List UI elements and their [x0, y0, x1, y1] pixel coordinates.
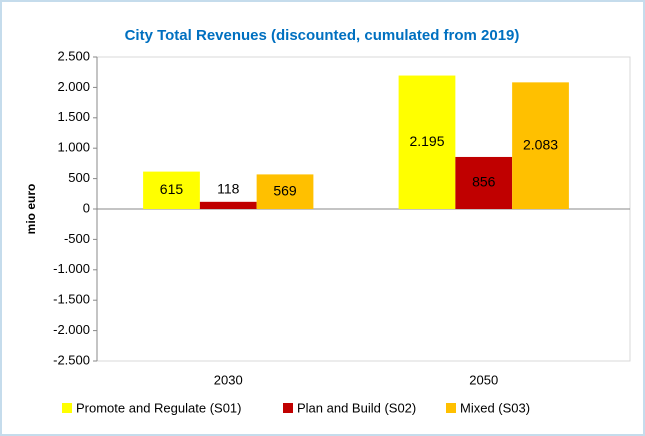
y-tick-label: -2.000	[53, 322, 90, 337]
y-tick-label: 500	[68, 170, 90, 185]
bar	[199, 201, 257, 209]
legend-label: Mixed (S03)	[460, 400, 530, 415]
y-tick-label: -500	[64, 231, 90, 246]
chart-title: City Total Revenues (discounted, cumulat…	[125, 27, 520, 44]
bar	[256, 174, 314, 209]
y-tick-label: 2.000	[57, 79, 90, 94]
y-tick-label: -1.000	[53, 261, 90, 276]
y-tick-label: 0	[83, 200, 90, 215]
y-tick-label: -1.500	[53, 292, 90, 307]
legend-label: Promote and Regulate (S01)	[76, 400, 241, 415]
data-label: 2.083	[523, 136, 558, 152]
legend-swatch	[62, 403, 72, 413]
data-label: 118	[217, 181, 240, 197]
data-label: 856	[472, 174, 496, 190]
x-tick-label: 2050	[469, 372, 498, 387]
y-axis-label: mio euro	[24, 184, 38, 235]
x-tick-label: 2030	[214, 372, 243, 387]
bar	[143, 171, 200, 209]
bar	[512, 82, 569, 209]
legend-swatch	[446, 403, 456, 413]
data-label: 2.195	[409, 133, 444, 149]
y-tick-label: 2.500	[57, 48, 90, 63]
data-label: 569	[273, 182, 297, 198]
y-tick-label: 1.000	[57, 140, 90, 155]
bar	[398, 75, 456, 209]
legend-label: Plan and Build (S02)	[297, 400, 416, 415]
legend-swatch	[283, 403, 293, 413]
bar	[455, 156, 513, 209]
data-label: 615	[160, 181, 184, 197]
y-tick-label: -2.500	[53, 352, 90, 367]
y-tick-label: 1.500	[57, 109, 90, 124]
